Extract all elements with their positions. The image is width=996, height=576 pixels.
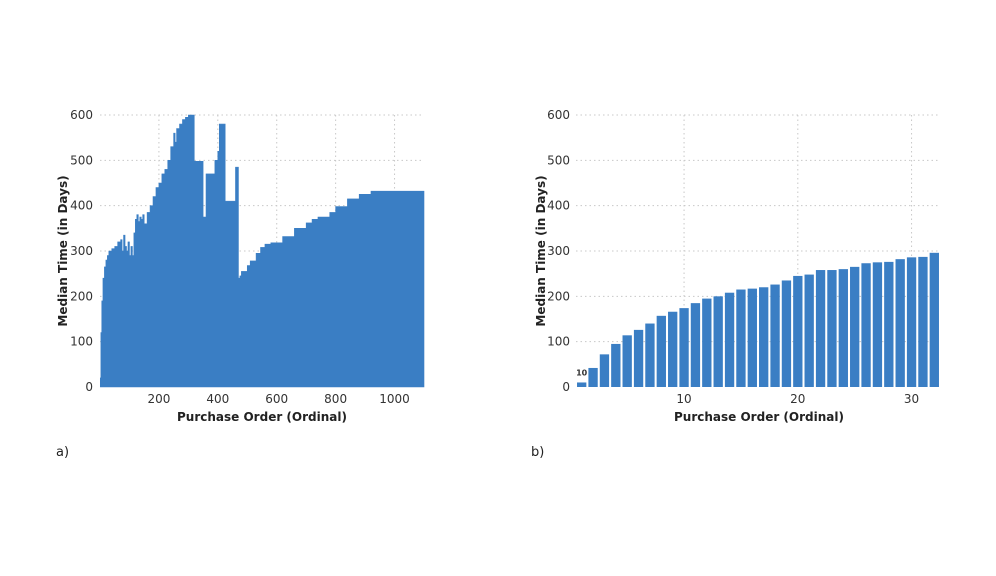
chart-b-bar bbox=[714, 296, 723, 387]
chart-a-x-tick-label: 1000 bbox=[379, 392, 410, 406]
chart-b-bar bbox=[748, 289, 757, 387]
chart-b-y-tick-label: 200 bbox=[547, 289, 570, 303]
chart-b-bar bbox=[577, 382, 586, 387]
chart-b-x-ticks: 10 20 30 bbox=[676, 392, 919, 406]
chart-a-y-tick-label: 400 bbox=[70, 199, 93, 213]
chart-b-x-axis-title: Purchase Order (Ordinal) bbox=[674, 410, 844, 424]
chart-b-bar bbox=[725, 293, 734, 387]
chart-a-x-tick-label: 600 bbox=[265, 392, 288, 406]
chart-b-bar bbox=[861, 263, 870, 387]
chart-a-area-series bbox=[100, 115, 424, 387]
chart-b-bar bbox=[839, 269, 848, 387]
chart-b-x-tick-label: 30 bbox=[904, 392, 919, 406]
chart-b-y-tick-label: 300 bbox=[547, 244, 570, 258]
chart-b-bar bbox=[873, 262, 882, 387]
chart-b-bar bbox=[805, 275, 814, 387]
chart-b-bar bbox=[611, 344, 620, 387]
chart-b-y-ticks: 0 100 200 300 400 500 600 bbox=[547, 108, 570, 394]
chart-b-y-tick-label: 500 bbox=[547, 153, 570, 167]
chart-b-bar bbox=[634, 330, 643, 387]
chart-a-y-tick-label: 200 bbox=[70, 289, 93, 303]
chart-b-bar bbox=[884, 262, 893, 387]
chart-b-bar bbox=[645, 324, 654, 387]
chart-b-data-label: 10 bbox=[576, 368, 588, 377]
chart-b-bar bbox=[827, 270, 836, 387]
chart-a-y-axis-title: Median Time (in Days) bbox=[56, 175, 70, 326]
chart-b-y-tick-label: 600 bbox=[547, 108, 570, 122]
chart-a-y-tick-label: 0 bbox=[85, 380, 93, 394]
chart-b-bar bbox=[623, 335, 632, 387]
chart-b-y-tick-label: 100 bbox=[547, 335, 570, 349]
chart-b-y-tick-label: 0 bbox=[562, 380, 570, 394]
chart-b-bar bbox=[668, 312, 677, 387]
panel-b-label: b) bbox=[531, 445, 544, 460]
chart-b-bar bbox=[850, 267, 859, 387]
chart-b-bar bbox=[702, 299, 711, 387]
chart-a-y-ticks: 0 100 200 300 400 500 600 bbox=[70, 108, 93, 394]
chart-b-bar bbox=[770, 285, 779, 387]
chart-a-y-tick-label: 600 bbox=[70, 108, 93, 122]
chart-a-marks bbox=[100, 115, 424, 387]
chart-b-data-labels: 10 bbox=[576, 368, 588, 377]
chart-b-bar bbox=[691, 303, 700, 387]
chart-a-x-ticks: 200 400 600 800 1000 bbox=[147, 392, 409, 406]
panel-a-label: a) bbox=[56, 445, 69, 460]
chart-b-bar bbox=[736, 290, 745, 387]
chart-b-y-axis-title: Median Time (in Days) bbox=[534, 175, 548, 326]
chart-b-bar bbox=[896, 259, 905, 387]
chart-a-y-tick-label: 500 bbox=[70, 153, 93, 167]
chart-b-bar bbox=[759, 287, 768, 387]
chart-a-y-tick-label: 300 bbox=[70, 244, 93, 258]
chart-b-bar bbox=[918, 257, 927, 387]
chart-a-x-tick-label: 400 bbox=[206, 392, 229, 406]
chart-b-bar bbox=[907, 257, 916, 387]
chart-b-bar bbox=[782, 280, 791, 387]
chart-b-bar bbox=[793, 276, 802, 387]
chart-b-bar bbox=[816, 270, 825, 387]
chart-b-bar bbox=[930, 253, 939, 387]
chart-a-x-axis-title: Purchase Order (Ordinal) bbox=[177, 410, 347, 424]
chart-a-x-tick-label: 800 bbox=[324, 392, 347, 406]
figure: 0100200300400500600 200 400 600 800 1000 Pur… bbox=[0, 0, 996, 576]
chart-b-bar bbox=[588, 368, 597, 387]
chart-b-x-tick-label: 20 bbox=[790, 392, 805, 406]
chart-b-bar bbox=[600, 354, 609, 387]
chart-b-marks bbox=[577, 253, 939, 387]
chart-a: 0 100 200 300 400 500 600 200 400 600 800 1000 Pur… bbox=[56, 108, 424, 460]
chart-b: 0 100 200 300 400 500 600 10 20 30 10 Purchase O… bbox=[531, 108, 940, 460]
chart-a-x-tick-label: 200 bbox=[147, 392, 170, 406]
chart-b-bar bbox=[657, 316, 666, 387]
chart-b-bar bbox=[679, 308, 688, 387]
chart-b-x-tick-label: 10 bbox=[676, 392, 691, 406]
chart-b-y-tick-label: 400 bbox=[547, 199, 570, 213]
chart-a-y-tick-label: 100 bbox=[70, 335, 93, 349]
